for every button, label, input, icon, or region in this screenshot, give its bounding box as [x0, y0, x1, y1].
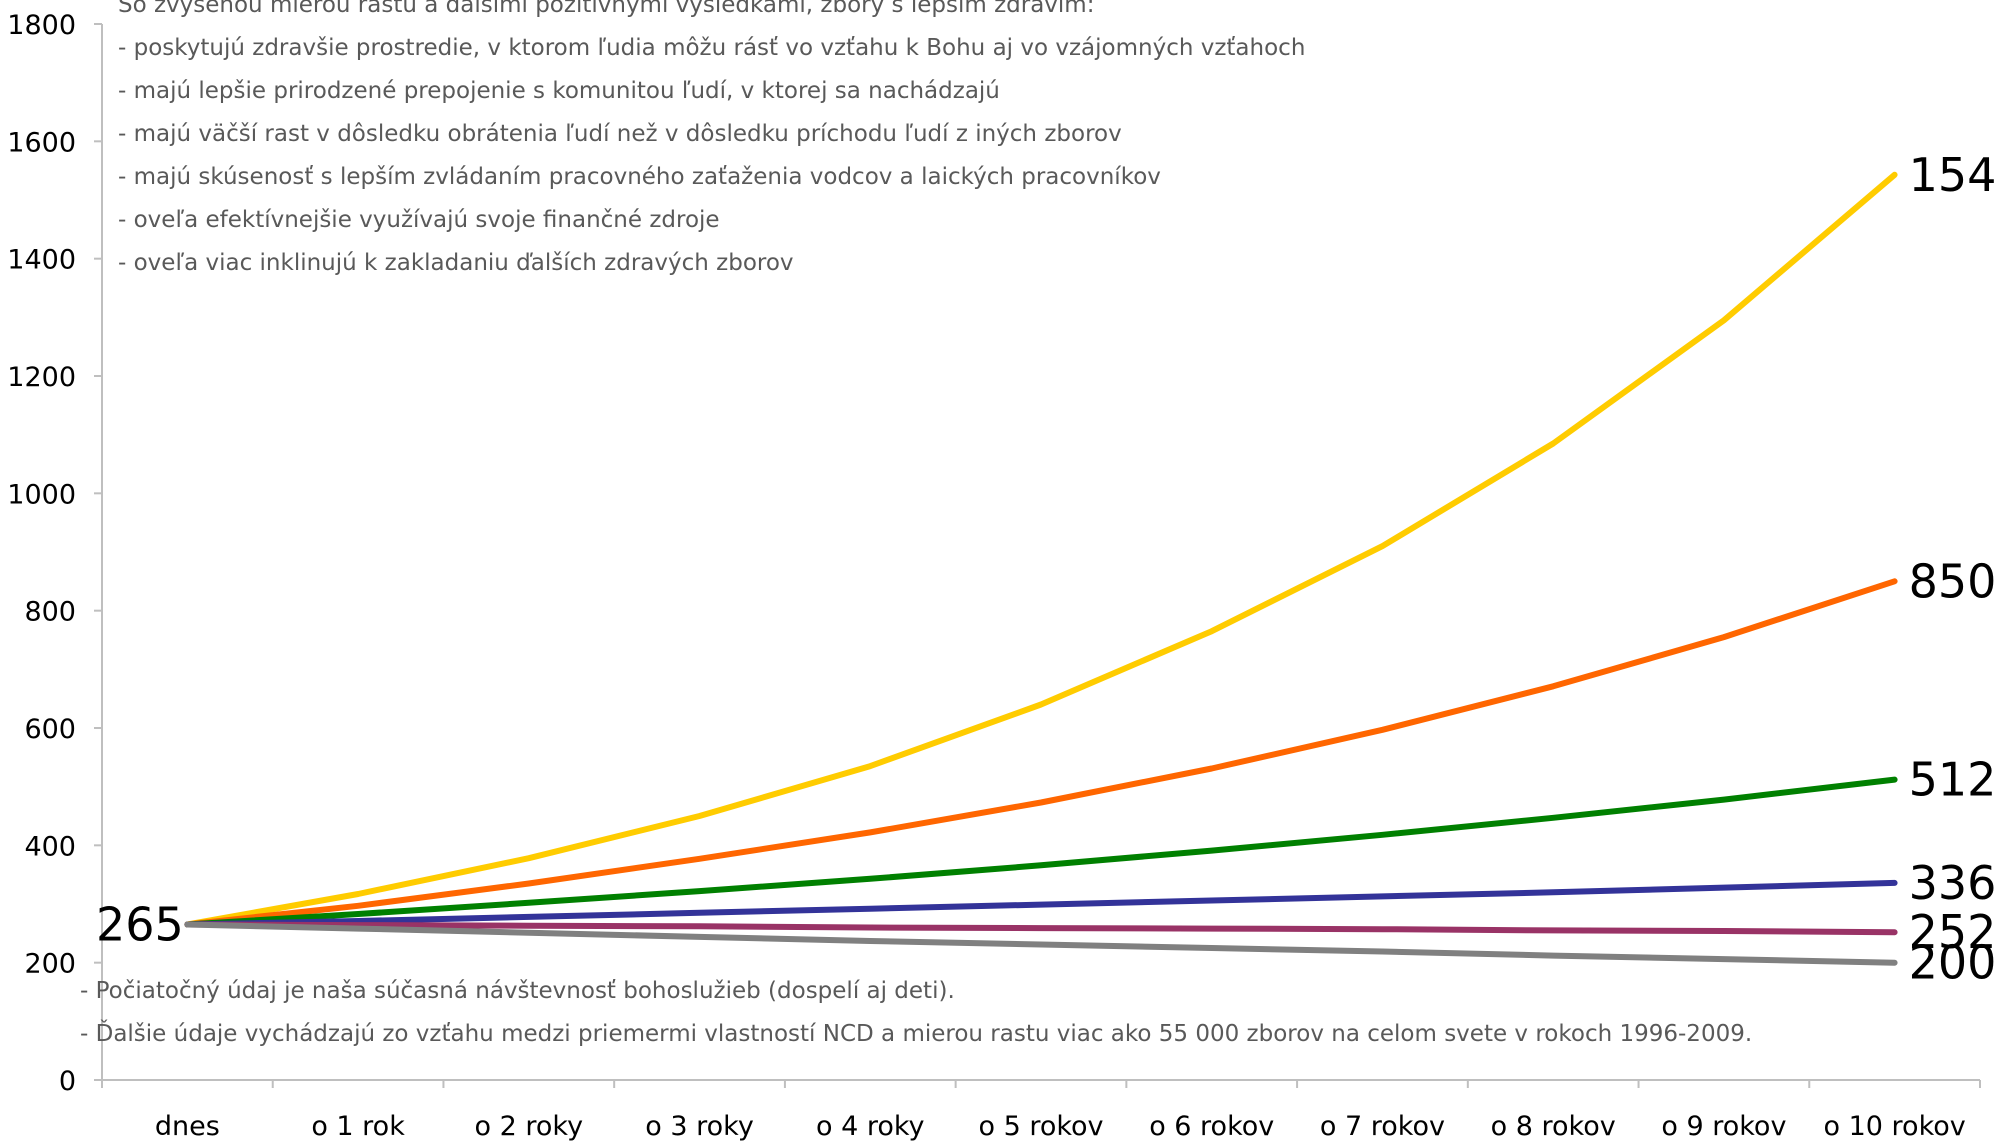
x-tick-label: o 5 rokov: [978, 1111, 1103, 1142]
notes-top-item: - majú väčší rast v dôsledku obrátenia ľ…: [118, 121, 1122, 147]
series-end-label: 512: [1909, 753, 1997, 807]
x-tick-label: o 6 rokov: [1149, 1111, 1274, 1142]
series-line: [184, 921, 1898, 966]
series-end-label: 1543: [1909, 148, 1997, 202]
x-tick-label: o 1 rok: [311, 1111, 405, 1142]
notes-top-item: - oveľa viac inklinujú k zakladaniu ďalš…: [118, 250, 794, 276]
x-tick-label: o 9 rokov: [1661, 1111, 1786, 1142]
chart-series: [184, 171, 1898, 966]
x-tick-label: o 7 rokov: [1320, 1111, 1445, 1142]
series-line: [184, 879, 1898, 928]
notes-bottom-item: - Ďalšie údaje vychádzajú zo vzťahu medz…: [80, 1021, 1753, 1047]
notes-top: So zvýšenou mierou rastu a ďalšími pozit…: [118, 0, 1305, 285]
series-line: [184, 776, 1898, 928]
series-line: [184, 171, 1898, 928]
notes-top-item: - majú lepšie prirodzené prepojenie s ko…: [118, 78, 1000, 104]
y-tick-label: 600: [24, 714, 76, 745]
notes-top-item: - majú skúsenosť s lepším zvládaním prac…: [118, 164, 1161, 190]
y-tick-label: 1000: [7, 479, 76, 510]
y-tick-label: 1600: [7, 127, 76, 158]
notes-top-item: - poskytujú zdravšie prostredie, v ktoro…: [118, 35, 1306, 61]
series-end-label: 200: [1909, 936, 1997, 990]
start-value-label: 265: [96, 898, 184, 952]
y-tick-label: 800: [24, 597, 76, 628]
notes-bottom-item: - Počiatočný údaj je naša súčasná návšte…: [80, 978, 955, 1004]
chart-axes: 0 200 400 600 800 1000 1200 1400 1600 1800 dnes o 1…: [7, 10, 1981, 1142]
y-tick-label: 1200: [7, 362, 76, 393]
notes-top-item: - oveľa efektívnejšie využívajú svoje fi…: [118, 207, 720, 233]
x-tick-label: o 10 rokov: [1824, 1111, 1966, 1142]
x-tick-label: o 3 roky: [645, 1111, 754, 1142]
x-tick-label: o 4 roky: [816, 1111, 925, 1142]
x-tick-label: o 8 rokov: [1491, 1111, 1616, 1142]
y-tick-label: 200: [24, 949, 76, 980]
notes-bottom: - Počiatočný údaj je naša súčasná návšte…: [80, 970, 1752, 1056]
series-end-label: 336: [1909, 856, 1997, 910]
x-tick-label: dnes: [155, 1111, 220, 1142]
series-line: [184, 921, 1898, 936]
y-tick-label: 1400: [7, 245, 76, 276]
series-line: [184, 578, 1898, 928]
series-end-label: 850: [1909, 554, 1997, 608]
series-end-label: 252: [1909, 905, 1997, 959]
y-tick-label: 0: [59, 1066, 76, 1097]
y-tick-label: 400: [24, 831, 76, 862]
y-tick-label: 1800: [7, 10, 76, 41]
x-tick-label: o 2 roky: [475, 1111, 584, 1142]
notes-top-heading: So zvýšenou mierou rastu a ďalšími pozit…: [118, 0, 1095, 18]
